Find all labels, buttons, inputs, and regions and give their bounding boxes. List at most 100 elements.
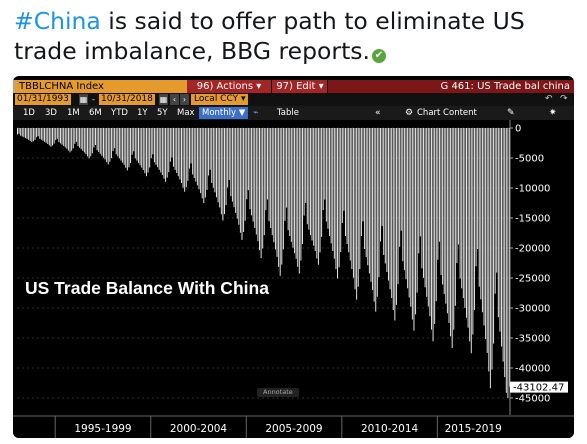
bar <box>142 128 144 170</box>
bar <box>61 128 63 145</box>
bar <box>378 128 380 278</box>
edit-pencil-icon[interactable]: ✎ <box>507 108 515 118</box>
bar <box>472 128 474 335</box>
bar <box>82 128 84 151</box>
double-chevron-left-icon[interactable]: « <box>375 108 381 118</box>
period-toolbar: 1D 3D 1M 6M YTD 1Y 5Y Max Monthly ▼ ⌁ Ta… <box>13 106 574 120</box>
end-calendar-icon[interactable]: ▦ <box>159 94 168 105</box>
bar <box>138 128 139 163</box>
bar <box>37 128 39 137</box>
bar <box>335 128 337 270</box>
bar <box>338 128 340 268</box>
annotate-button[interactable]: Annotate <box>257 388 299 397</box>
bar <box>95 128 96 145</box>
period-5y[interactable]: 5Y <box>157 108 168 118</box>
bars <box>17 128 510 398</box>
settings-gear-icon[interactable]: ✷ <box>549 108 557 118</box>
bar <box>386 128 388 272</box>
date-range-bar: 01/31/1993 ▦ - 10/31/2018 ▦ ‹ › Local CC… <box>13 93 574 106</box>
bar <box>233 128 235 208</box>
start-date-field[interactable]: 01/31/1993 <box>15 94 71 105</box>
chart-content-button[interactable]: Chart Content <box>417 108 477 118</box>
bar <box>158 128 160 170</box>
bar <box>399 128 401 247</box>
bar <box>168 128 170 173</box>
chart-type-icon[interactable]: ⌁ <box>253 108 259 118</box>
bar <box>216 128 218 198</box>
period-6m[interactable]: 6M <box>89 108 102 118</box>
bar <box>286 128 288 208</box>
end-date-field[interactable]: 10/31/2018 <box>99 94 155 105</box>
bar <box>387 128 389 281</box>
chart-overlay-title: US Trade Balance With China <box>25 278 269 298</box>
x-tick-label: 1995-1999 <box>74 423 131 435</box>
bar <box>322 128 324 211</box>
bar <box>485 128 487 340</box>
bar <box>150 128 152 159</box>
actions-menu[interactable]: 96) Actions ▾ <box>187 80 271 93</box>
bar <box>340 128 342 252</box>
bar <box>114 128 116 149</box>
bar <box>488 128 490 372</box>
period-ytd[interactable]: YTD <box>111 108 128 118</box>
bar <box>112 128 114 152</box>
bar <box>56 128 58 139</box>
bar <box>407 128 409 289</box>
bar <box>208 128 210 176</box>
hashtag-link[interactable]: #China <box>14 7 101 35</box>
bar <box>34 128 36 140</box>
bar <box>98 128 100 153</box>
bar <box>153 128 155 163</box>
bar <box>206 128 208 190</box>
edit-menu[interactable]: 97) Edit ▾ <box>271 80 328 93</box>
bar <box>39 128 41 139</box>
bar <box>430 128 432 330</box>
currency-select[interactable]: Local CCY ▾ <box>191 94 249 105</box>
bar <box>90 128 92 157</box>
bar <box>31 128 33 143</box>
bar <box>236 128 238 219</box>
bar <box>188 128 190 169</box>
undo-icon[interactable]: ↶ <box>545 94 553 104</box>
redo-icon[interactable]: ↷ <box>560 94 568 104</box>
ticker-field[interactable]: TBBLCHNA Index <box>17 80 189 93</box>
period-max[interactable]: Max <box>177 108 195 118</box>
bar <box>493 128 495 344</box>
bar <box>161 128 163 176</box>
bar <box>268 128 270 222</box>
bar <box>348 128 350 253</box>
table-button[interactable]: Table <box>277 108 299 118</box>
bar <box>284 128 286 221</box>
bar <box>17 128 18 135</box>
bar <box>96 128 98 151</box>
bar <box>306 128 308 225</box>
start-calendar-icon[interactable]: ▦ <box>79 94 88 105</box>
period-1y[interactable]: 1Y <box>137 108 148 118</box>
bar <box>101 128 103 156</box>
bar <box>415 128 417 315</box>
prev-arrow-icon[interactable]: ‹ <box>170 94 179 105</box>
bar <box>311 128 313 241</box>
bar <box>290 128 292 242</box>
bar <box>36 128 38 138</box>
bar <box>66 128 68 149</box>
period-3d[interactable]: 3D <box>45 108 57 118</box>
period-1m[interactable]: 1M <box>67 108 80 118</box>
bar <box>107 128 109 165</box>
period-1d[interactable]: 1D <box>23 108 35 118</box>
bar <box>317 128 319 265</box>
frequency-select[interactable]: Monthly ▼ <box>199 107 249 119</box>
bar <box>53 128 55 144</box>
bar <box>481 128 483 313</box>
bar <box>184 128 186 192</box>
bar <box>368 128 370 274</box>
bar <box>219 128 221 208</box>
bar <box>426 128 428 297</box>
next-arrow-icon[interactable]: › <box>180 94 189 105</box>
bar <box>136 128 138 161</box>
bar <box>483 128 485 326</box>
bar <box>302 128 303 245</box>
bar <box>454 128 456 306</box>
bar <box>341 128 343 224</box>
bar <box>195 128 197 182</box>
